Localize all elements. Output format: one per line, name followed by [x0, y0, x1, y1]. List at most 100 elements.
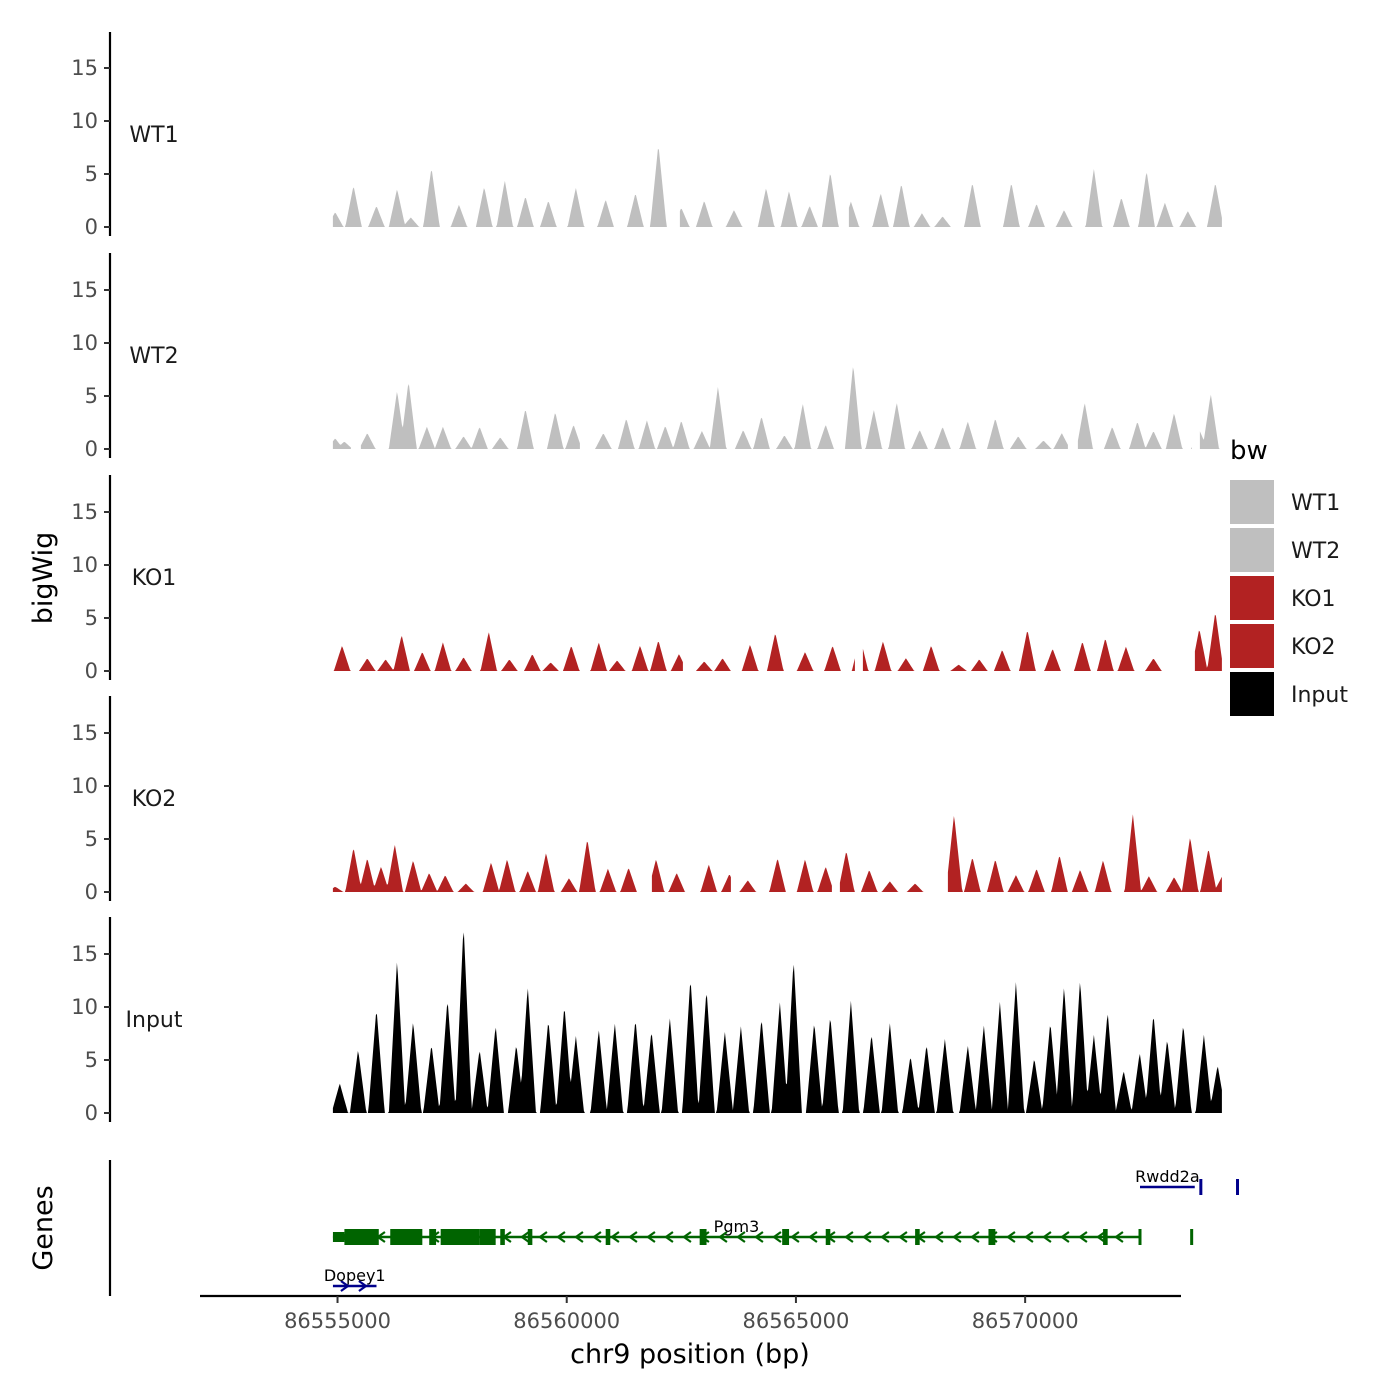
strand-arrow	[934, 1231, 944, 1243]
legend-label-ko1: KO1	[1291, 587, 1336, 612]
signal-area-wt2	[587, 367, 1068, 449]
strand-arrow	[610, 1231, 620, 1243]
y-tick-label: 10	[71, 995, 98, 1019]
strand-arrow	[1060, 1231, 1070, 1243]
track-label-ko1: KO1	[132, 566, 177, 591]
exon-block	[915, 1229, 920, 1245]
signal-area-ko1	[690, 634, 855, 671]
exon-block	[440, 1229, 480, 1245]
genes-axis-title: Genes	[28, 1185, 59, 1270]
y-tick-label: 0	[85, 437, 98, 461]
y-tick-label: 0	[85, 1101, 98, 1125]
strand-arrow	[736, 1231, 746, 1243]
strand-arrow	[1078, 1231, 1088, 1243]
legend-label-wt1: WT1	[1291, 491, 1340, 516]
track-wt2: 0 5 10 15 WT2	[71, 253, 1222, 461]
legend: bw WT1 WT2 KO1 KO2 Input	[1230, 436, 1348, 716]
x-axis: 86555000 86560000 86565000 86570000	[200, 1294, 1181, 1333]
y-tick-label: 10	[71, 109, 98, 133]
legend-key-wt1	[1230, 480, 1274, 524]
strand-arrow	[358, 1280, 368, 1292]
x-tick-label: 86560000	[513, 1309, 620, 1333]
exon-block	[825, 1229, 831, 1245]
signal-area-wt2	[360, 384, 580, 449]
exon-block	[332, 1232, 345, 1242]
strand-arrow	[970, 1231, 980, 1243]
exon-block	[699, 1229, 707, 1245]
y-tick-label: 0	[85, 880, 98, 904]
gene-label-rwdd2a: Rwdd2a	[1135, 1167, 1200, 1186]
legend-key-input	[1230, 672, 1274, 716]
gene-label-dopey1: Dopey1	[324, 1266, 386, 1285]
x-tick-label: 86565000	[742, 1309, 849, 1333]
strand-arrow	[772, 1231, 782, 1243]
signal-area-wt1	[332, 149, 672, 227]
legend-key-wt2	[1230, 528, 1274, 572]
exon-block	[1236, 1179, 1240, 1195]
signal-area-ko2	[839, 852, 933, 892]
signal-area-wt2	[332, 438, 351, 449]
exon-block	[1103, 1229, 1108, 1245]
signal-area-input	[332, 932, 1222, 1113]
strand-arrow	[520, 1231, 530, 1243]
signal-area-ko2	[738, 859, 832, 892]
y-tick-label: 5	[85, 606, 98, 630]
track-label-input: Input	[126, 1008, 183, 1033]
y-tick-label: 5	[85, 162, 98, 186]
y-tick-label: 15	[71, 56, 98, 80]
exon-block	[500, 1229, 505, 1245]
signal-area-ko2	[947, 814, 1222, 892]
x-tick-label: 86570000	[972, 1309, 1079, 1333]
y-tick-label: 5	[85, 1048, 98, 1072]
exon-block	[1190, 1229, 1194, 1245]
legend-key-ko2	[1230, 624, 1274, 668]
strand-arrow	[682, 1231, 692, 1243]
legend-label-wt2: WT2	[1291, 539, 1340, 564]
strand-arrow	[340, 1280, 350, 1292]
strand-arrow	[808, 1231, 818, 1243]
y-tick-label: 5	[85, 384, 98, 408]
exon-block	[390, 1229, 423, 1245]
exon-block	[605, 1229, 611, 1245]
gene-pgm3: Pgm3	[332, 1217, 1194, 1245]
track-label-wt2: WT2	[129, 344, 178, 369]
legend-label-input: Input	[1291, 683, 1348, 708]
strand-arrow	[898, 1231, 908, 1243]
strand-arrow	[1096, 1231, 1106, 1243]
signal-area-ko1	[1194, 614, 1222, 671]
legend-key-ko1	[1230, 576, 1274, 620]
exon-block	[479, 1229, 496, 1245]
track-ko2: 0 5 10 15 KO2	[71, 696, 1222, 904]
exon-block	[988, 1229, 996, 1245]
strand-arrow	[790, 1231, 800, 1243]
y-tick-label: 15	[71, 942, 98, 966]
y-tick-label: 15	[71, 721, 98, 745]
strand-arrow	[880, 1231, 890, 1243]
signal-area-ko2	[332, 845, 475, 892]
y-tick-label: 10	[71, 553, 98, 577]
y-tick-label: 0	[85, 215, 98, 239]
strand-arrow	[1114, 1231, 1124, 1243]
signal-area-ko2	[651, 859, 731, 892]
exon-block	[344, 1229, 379, 1245]
signal-area-ko1	[862, 632, 1176, 671]
exon-block	[429, 1229, 437, 1245]
strand-arrow	[952, 1231, 962, 1243]
y-tick-label: 10	[71, 774, 98, 798]
y-tick-label: 10	[71, 331, 98, 355]
y-tick-label: 0	[85, 659, 98, 683]
strand-arrow	[556, 1231, 566, 1243]
track-wt1: 0 5 10 15 WT1	[71, 32, 1222, 239]
y-tick-label: 15	[71, 500, 98, 524]
strand-arrow	[592, 1231, 602, 1243]
strand-arrow	[664, 1231, 674, 1243]
legend-label-ko2: KO2	[1291, 635, 1336, 660]
track-ko1: 0 5 10 15 KO1	[71, 475, 1222, 683]
exon-block	[782, 1229, 790, 1245]
strand-arrow	[844, 1231, 854, 1243]
signal-area-ko1	[332, 632, 683, 671]
signal-area-wt1	[679, 174, 839, 227]
y-tick-label: 15	[71, 278, 98, 302]
strand-arrow	[718, 1231, 728, 1243]
